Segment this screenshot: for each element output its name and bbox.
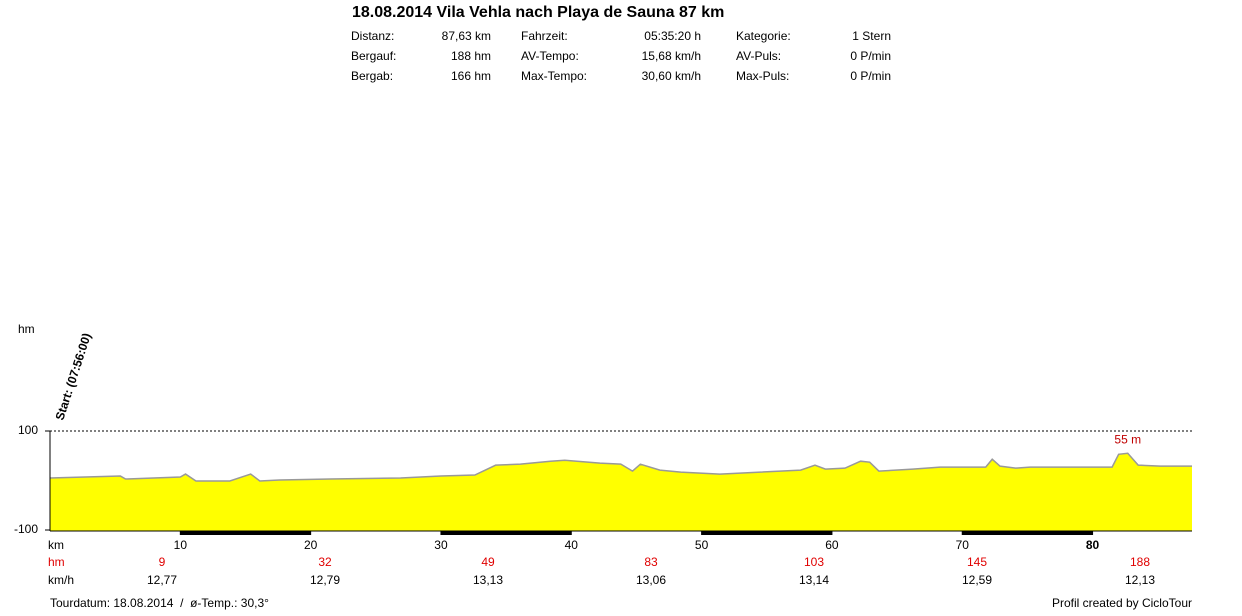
x-axis-label: km bbox=[48, 538, 64, 552]
stat-cell: 166 hm bbox=[451, 69, 491, 83]
title: 18.08.2014 Vila Vehla nach Playa de Saun… bbox=[352, 4, 724, 21]
hm-row-label: hm bbox=[48, 555, 65, 569]
y-tick-label: 100 bbox=[18, 423, 38, 437]
stat-cell: 188 hm bbox=[451, 49, 491, 63]
peak-annotation: 55 m bbox=[1114, 432, 1141, 446]
kmh-value: 12,79 bbox=[310, 573, 340, 587]
x-tick-label: 30 bbox=[434, 538, 448, 552]
y-tick-label: -100 bbox=[14, 522, 38, 536]
hm-value: 9 bbox=[159, 555, 166, 569]
x-tick-label: 10 bbox=[174, 538, 188, 552]
hm-value: 83 bbox=[644, 555, 658, 569]
x-tick-label: 20 bbox=[304, 538, 318, 552]
kmh-value: 12,13 bbox=[1125, 573, 1155, 587]
stat-cell: 05:35:20 h bbox=[644, 29, 701, 43]
stat-cell: Bergab: bbox=[351, 69, 393, 83]
kmh-value: 12,77 bbox=[147, 573, 177, 587]
x-tick-label: 80 bbox=[1086, 538, 1100, 552]
distance-band bbox=[962, 531, 1093, 535]
profile-line bbox=[49, 452, 1192, 482]
stat-cell: 15,68 km/h bbox=[642, 49, 701, 63]
distance-band bbox=[701, 531, 832, 535]
x-tick-label: 50 bbox=[695, 538, 709, 552]
stat-cell: Kategorie: bbox=[736, 29, 791, 43]
y-axis-label: hm bbox=[18, 322, 35, 336]
stat-cell: Fahrzeit: bbox=[521, 29, 568, 43]
start-label: Start: (07:56:00) bbox=[53, 331, 94, 422]
hm-value: 49 bbox=[481, 555, 495, 569]
kmh-value: 13,14 bbox=[799, 573, 829, 587]
hm-value: 188 bbox=[1130, 555, 1150, 569]
stat-cell: Bergauf: bbox=[351, 49, 396, 63]
stat-cell: Distanz: bbox=[351, 29, 394, 43]
kmh-value: 13,06 bbox=[636, 573, 666, 587]
stat-cell: 0 P/min bbox=[850, 49, 891, 63]
hm-value: 103 bbox=[804, 555, 824, 569]
kmh-row-label: km/h bbox=[48, 573, 74, 587]
x-tick-label: 40 bbox=[565, 538, 579, 552]
stat-cell: 1 Stern bbox=[852, 29, 891, 43]
stat-cell: 0 P/min bbox=[850, 69, 891, 83]
footer-right: Profil created by CicloTour bbox=[1052, 596, 1192, 610]
stat-cell: 30,60 km/h bbox=[642, 69, 701, 83]
kmh-value: 12,59 bbox=[962, 573, 992, 587]
stat-cell: AV-Puls: bbox=[736, 49, 781, 63]
x-tick-label: 60 bbox=[825, 538, 839, 552]
hm-value: 145 bbox=[967, 555, 987, 569]
area-fill bbox=[50, 453, 1192, 531]
footer-left: Tourdatum: 18.08.2014 / ø-Temp.: 30,3° bbox=[50, 596, 269, 610]
distance-band bbox=[440, 531, 572, 535]
stat-cell: Max-Tempo: bbox=[521, 69, 587, 83]
x-tick-label: 70 bbox=[956, 538, 970, 552]
stat-cell: AV-Tempo: bbox=[521, 49, 579, 63]
hm-value: 32 bbox=[318, 555, 332, 569]
stat-cell: 87,63 km bbox=[442, 29, 491, 43]
kmh-value: 13,13 bbox=[473, 573, 503, 587]
stat-cell: Max-Puls: bbox=[736, 69, 789, 83]
distance-band bbox=[180, 531, 311, 535]
